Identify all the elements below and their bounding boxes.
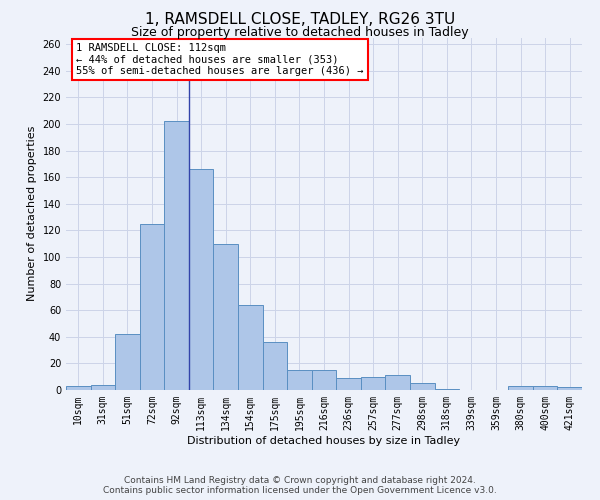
Bar	[385, 376, 410, 390]
Bar	[115, 334, 140, 390]
Y-axis label: Number of detached properties: Number of detached properties	[27, 126, 37, 302]
Bar	[312, 370, 336, 390]
Bar	[336, 378, 361, 390]
Bar	[263, 342, 287, 390]
Bar	[557, 388, 582, 390]
Text: 1 RAMSDELL CLOSE: 112sqm
← 44% of detached houses are smaller (353)
55% of semi-: 1 RAMSDELL CLOSE: 112sqm ← 44% of detach…	[76, 43, 364, 76]
Bar	[361, 376, 385, 390]
Bar	[189, 169, 214, 390]
Bar	[140, 224, 164, 390]
Bar	[214, 244, 238, 390]
Text: Size of property relative to detached houses in Tadley: Size of property relative to detached ho…	[131, 26, 469, 39]
Bar	[164, 122, 189, 390]
Bar	[434, 388, 459, 390]
Bar	[508, 386, 533, 390]
Text: 1, RAMSDELL CLOSE, TADLEY, RG26 3TU: 1, RAMSDELL CLOSE, TADLEY, RG26 3TU	[145, 12, 455, 28]
Bar	[91, 384, 115, 390]
Bar	[238, 305, 263, 390]
Bar	[533, 386, 557, 390]
Text: Contains HM Land Registry data © Crown copyright and database right 2024.
Contai: Contains HM Land Registry data © Crown c…	[103, 476, 497, 495]
Bar	[66, 386, 91, 390]
Bar	[410, 384, 434, 390]
Bar	[287, 370, 312, 390]
X-axis label: Distribution of detached houses by size in Tadley: Distribution of detached houses by size …	[187, 436, 461, 446]
